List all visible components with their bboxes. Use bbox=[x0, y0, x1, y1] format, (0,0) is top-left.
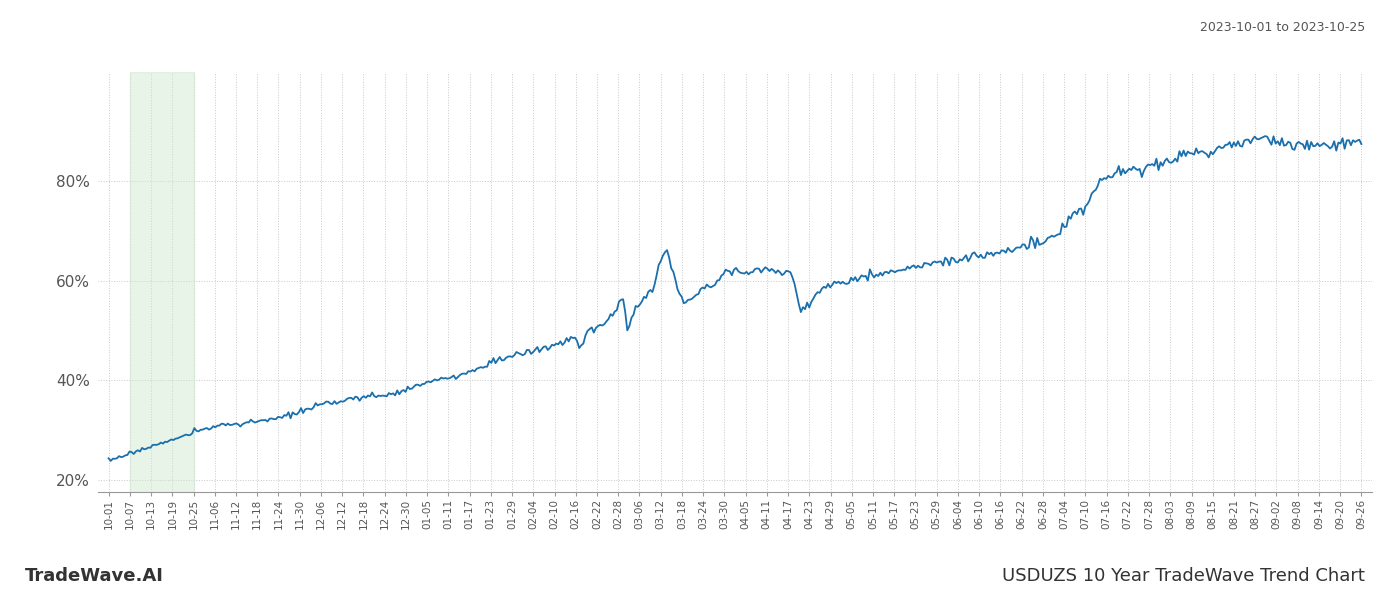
Text: TradeWave.AI: TradeWave.AI bbox=[25, 567, 164, 585]
Text: USDUZS 10 Year TradeWave Trend Chart: USDUZS 10 Year TradeWave Trend Chart bbox=[1002, 567, 1365, 585]
Bar bbox=[130, 72, 193, 492]
Text: 2023-10-01 to 2023-10-25: 2023-10-01 to 2023-10-25 bbox=[1200, 21, 1365, 34]
